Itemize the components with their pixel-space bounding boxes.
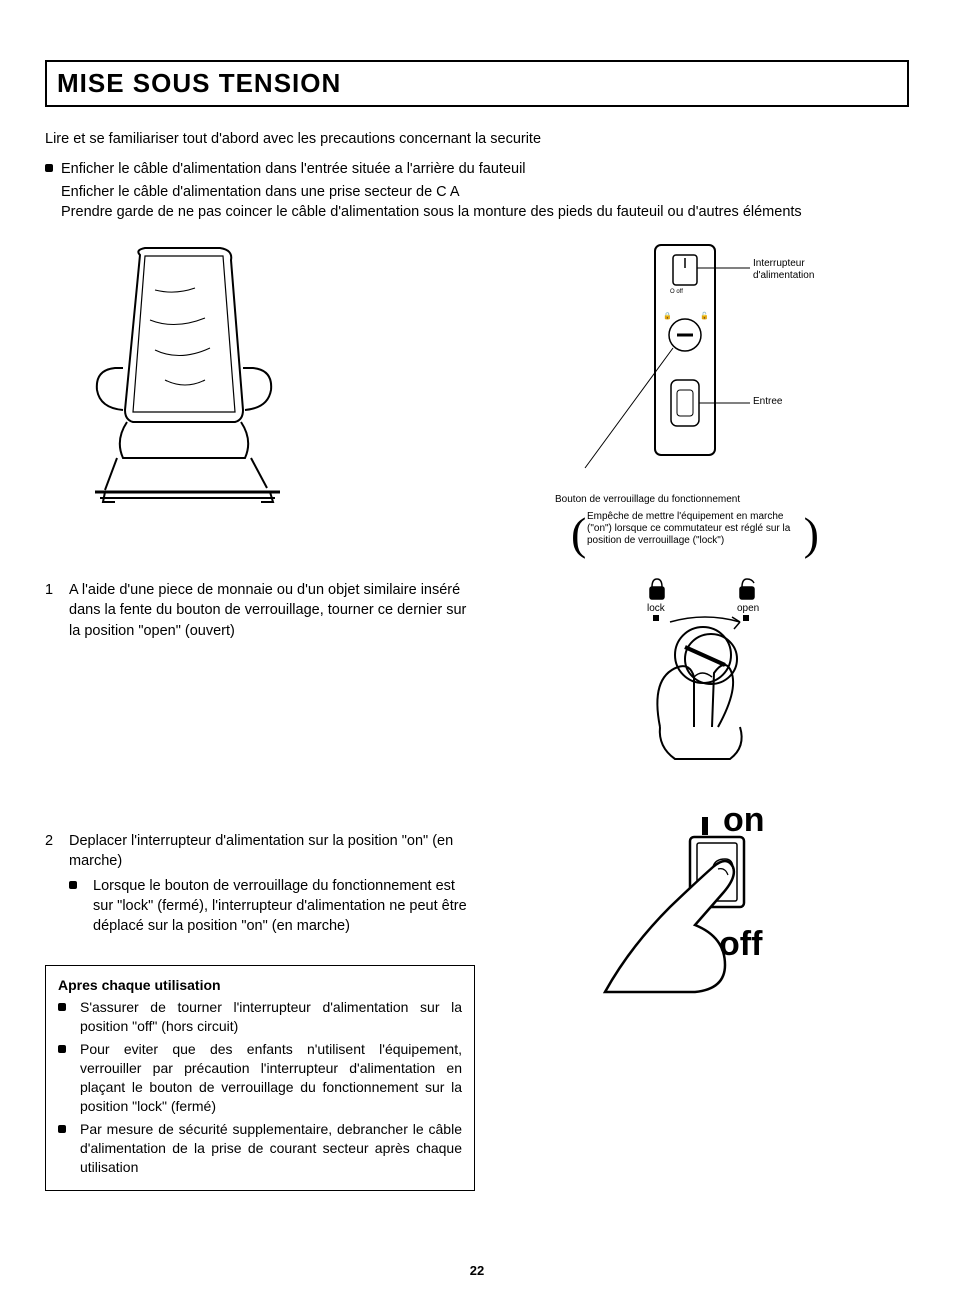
after-b1: S'assurer de tourner l'interrupteur d'al… bbox=[58, 998, 462, 1036]
open-label: open bbox=[737, 603, 759, 614]
step-2: 2 Deplacer l'interrupteur d'alimentation… bbox=[45, 831, 475, 936]
after-b1-text: S'assurer de tourner l'interrupteur d'al… bbox=[80, 998, 462, 1036]
panel-lock-note: ( Empêche de mettre l'équipement en marc… bbox=[575, 511, 815, 547]
bullet-icon bbox=[58, 1125, 66, 1133]
coin-turn-icon: lock open bbox=[590, 577, 820, 767]
lock-label: lock bbox=[647, 603, 666, 614]
coin-turn-figure: lock open bbox=[515, 577, 895, 767]
chair-figure bbox=[45, 240, 475, 520]
step-1-text: A l'aide d'une piece de monnaie ou d'un … bbox=[69, 580, 475, 641]
control-panel-icon: O off 🔒 🔓 bbox=[555, 240, 855, 470]
panel-switch-label: Interrupteur d'alimentation bbox=[753, 258, 853, 282]
intro-line-3: Prendre garde de ne pas coincer le câble… bbox=[45, 202, 909, 222]
svg-text:🔒: 🔒 bbox=[663, 312, 672, 320]
page-number: 22 bbox=[0, 1263, 954, 1278]
intro-lead: Lire et se familiariser tout d'abord ave… bbox=[45, 129, 909, 149]
intro-bullet-1: Enficher le câble d'alimentation dans l'… bbox=[45, 159, 909, 179]
svg-text:🔓: 🔓 bbox=[700, 311, 709, 320]
after-b2: Pour eviter que des enfants n'utilisent … bbox=[58, 1040, 462, 1116]
control-panel-figure: O off 🔒 🔓 bbox=[515, 240, 895, 470]
bullet-icon bbox=[58, 1003, 66, 1011]
panel-inlet-label: Entree bbox=[753, 396, 843, 408]
onoff-switch-icon: on off bbox=[575, 797, 835, 997]
step-2-text: Deplacer l'interrupteur d'alimentation s… bbox=[69, 831, 475, 872]
bullet-icon bbox=[58, 1045, 66, 1053]
after-b3: Par mesure de sécurité supplementaire, d… bbox=[58, 1120, 462, 1177]
paren-right-icon: ) bbox=[804, 511, 819, 557]
step-2-sub-text: Lorsque le bouton de verrouillage du fon… bbox=[93, 876, 475, 937]
step-2-sub: Lorsque le bouton de verrouillage du fon… bbox=[69, 876, 475, 937]
after-use-box: Apres chaque utilisation S'assurer de to… bbox=[45, 965, 475, 1192]
onoff-figure: on off bbox=[515, 797, 895, 997]
title-box: MISE SOUS TENSION bbox=[45, 60, 909, 107]
page-title: MISE SOUS TENSION bbox=[57, 68, 897, 99]
panel-lock-note-text: Empêche de mettre l'équipement en marche… bbox=[587, 511, 790, 546]
svg-text:O off: O off bbox=[670, 289, 683, 295]
intro-line-2: Enficher le câble d'alimentation dans un… bbox=[45, 182, 909, 202]
bullet-icon bbox=[69, 881, 77, 889]
intro-b1-text: Enficher le câble d'alimentation dans l'… bbox=[61, 159, 526, 179]
step-1: 1 A l'aide d'une piece de monnaie ou d'u… bbox=[45, 580, 475, 641]
intro-block: Lire et se familiariser tout d'abord ave… bbox=[45, 129, 909, 222]
after-b3-text: Par mesure de sécurité supplementaire, d… bbox=[80, 1120, 462, 1177]
on-label: on bbox=[723, 801, 765, 839]
panel-caption: Bouton de verrouillage du fonctionnement bbox=[555, 494, 895, 505]
after-b2-text: Pour eviter que des enfants n'utilisent … bbox=[80, 1040, 462, 1116]
bullet-icon bbox=[45, 164, 53, 172]
chair-icon bbox=[45, 240, 325, 520]
paren-left-icon: ( bbox=[571, 511, 586, 557]
after-header: Apres chaque utilisation bbox=[58, 976, 462, 995]
off-label: off bbox=[719, 925, 763, 963]
step-1-number: 1 bbox=[45, 580, 59, 641]
step-2-number: 2 bbox=[45, 831, 59, 936]
